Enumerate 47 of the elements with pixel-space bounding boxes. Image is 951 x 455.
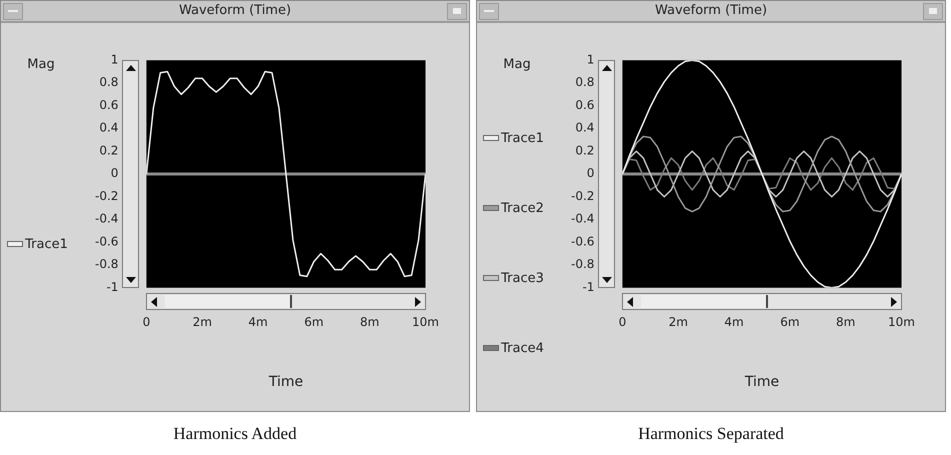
y-tick-label: 1 [586, 52, 594, 66]
x-tick-label: 4m [248, 315, 268, 330]
y-tick-label: -1 [582, 280, 594, 294]
y-tick-label: -0.6 [94, 234, 118, 248]
legend-label: Trace4 [500, 341, 545, 356]
x-tick-label: 4m [724, 315, 744, 330]
legend-label: Trace3 [500, 271, 545, 286]
y-tick-label: 0.6 [575, 98, 594, 112]
legend-label: Trace1 [500, 131, 545, 146]
y-tick-label: -0.2 [570, 188, 594, 203]
x-axis-title: Time [744, 374, 780, 390]
text: Harmonics Added [172, 424, 298, 444]
y-axis-title: Mag [26, 57, 56, 72]
y-tick-label: 0.2 [575, 143, 594, 158]
x-tick-label: 6m [780, 315, 800, 330]
y-tick-label: -0.2 [94, 188, 118, 203]
x-tick-label: 6m [304, 315, 324, 330]
chart-title: Waveform (Time) [1, 1, 469, 23]
chart-title: Waveform (Time) [477, 1, 945, 23]
x-tick-label: 10m [888, 315, 916, 330]
y-tick-label: -0.4 [570, 212, 594, 226]
y-tick-label: 0.4 [99, 120, 118, 135]
y-tick-label: -0.4 [94, 212, 118, 226]
y-tick-label: -0.8 [94, 257, 118, 272]
x-tick-label: 2m [192, 315, 212, 330]
x-tick-label: 0 [142, 315, 150, 330]
legend-label: Trace1 [24, 237, 69, 252]
x-tick-label: 10m [412, 315, 440, 330]
y-tick-label: 0.4 [575, 120, 594, 135]
x-tick-label: 8m [360, 315, 380, 330]
y-tick-label: 0.8 [99, 75, 118, 90]
y-tick-label: 0.2 [99, 143, 118, 158]
y-axis-title: Mag [502, 57, 532, 72]
y-tick-label: 1 [110, 52, 118, 66]
y-tick-label: -1 [106, 280, 118, 294]
text: Harmonics Separated [637, 424, 785, 444]
y-tick-label: 0 [110, 166, 118, 180]
y-tick-label: -0.6 [570, 234, 594, 248]
x-tick-label: 2m [668, 315, 688, 330]
x-tick-label: 0 [618, 315, 626, 330]
legend-label: Trace2 [500, 201, 545, 216]
x-tick-label: 8m [836, 315, 856, 330]
y-tick-label: 0 [586, 166, 594, 180]
y-tick-label: 0.6 [99, 98, 118, 112]
y-tick-label: 0.8 [575, 75, 594, 90]
y-tick-label: -0.8 [570, 257, 594, 272]
x-axis-title: Time [268, 374, 304, 390]
